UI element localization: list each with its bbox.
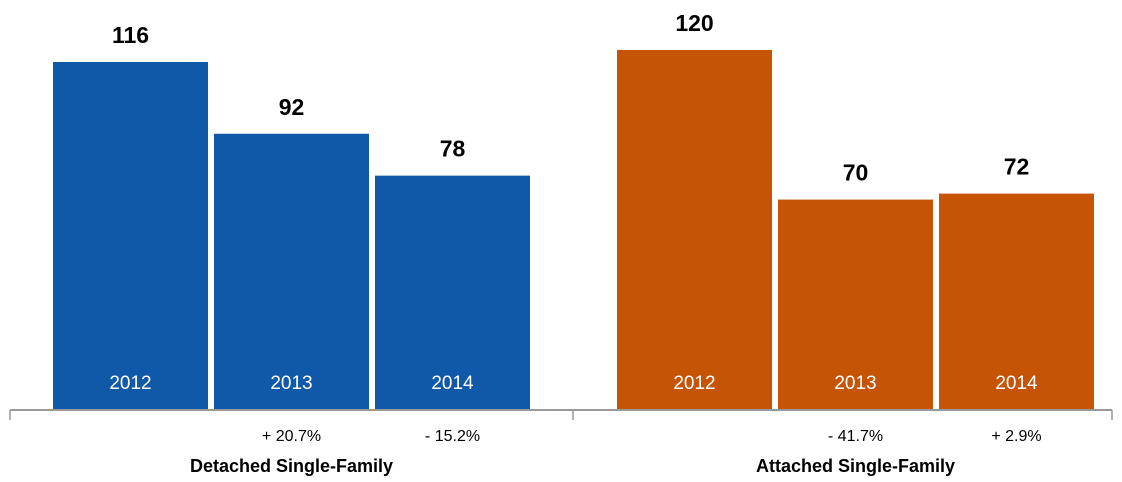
bars-layer [53,50,1094,409]
year-label: 2012 [109,373,151,394]
value-label: 72 [1004,154,1030,180]
value-label: 70 [843,160,869,186]
labels-layer: 116 2012 92 2013 + 20.7% 78 2014 - 15.2% Detache… [109,10,1041,476]
change-label: + 20.7% [262,428,321,445]
bar-1-2013 [778,199,933,409]
value-label: 92 [279,94,305,120]
value-label: 78 [440,136,466,162]
group-label: Detached Single-Family [190,456,393,476]
axis-layer [9,409,1113,420]
bar-0-2014 [375,175,530,409]
change-label: + 2.9% [991,428,1041,445]
value-label: 116 [112,22,149,48]
group-label: Attached Single-Family [756,456,955,476]
bar-1-2012 [617,50,772,409]
change-label: - 41.7% [828,428,883,445]
year-label: 2013 [834,373,876,394]
bar-0-2013 [214,133,369,409]
bar-0-2012 [53,61,208,409]
bar-1-2014 [939,193,1094,409]
year-label: 2012 [673,373,715,394]
year-label: 2014 [431,373,474,394]
year-label: 2013 [270,373,312,394]
value-label: 120 [675,10,713,36]
change-label: - 15.2% [425,428,480,445]
year-label: 2014 [995,373,1038,394]
